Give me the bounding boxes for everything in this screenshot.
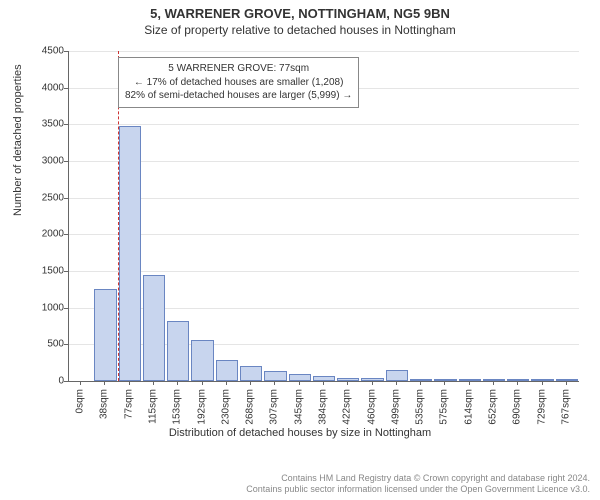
x-tick-label: 268sqm — [245, 389, 256, 425]
y-tick-mark — [64, 161, 68, 162]
annotation-line-1: 5 WARRENER GROVE: 77sqm — [125, 62, 352, 76]
x-tick-label: 384sqm — [318, 389, 329, 425]
x-tick-label: 307sqm — [269, 389, 280, 425]
footer-credits: Contains HM Land Registry data © Crown c… — [246, 473, 590, 496]
histogram-bar — [216, 360, 238, 381]
x-tick-label: 767sqm — [560, 389, 571, 425]
chart-area: Number of detached properties 5 WARRENER… — [0, 41, 600, 441]
y-tick-label: 2500 — [14, 192, 64, 203]
grid-line — [69, 51, 579, 52]
chart-subtitle: Size of property relative to detached ho… — [0, 21, 600, 41]
x-tick-mark — [444, 381, 445, 385]
x-tick-label: 652sqm — [488, 389, 499, 425]
y-tick-mark — [64, 271, 68, 272]
x-tick-mark — [177, 381, 178, 385]
x-tick-label: 230sqm — [220, 389, 231, 425]
histogram-bar — [191, 340, 213, 381]
x-tick-label: 729sqm — [536, 389, 547, 425]
histogram-bar — [289, 374, 311, 381]
x-tick-label: 115sqm — [148, 389, 159, 424]
y-tick-label: 3500 — [14, 119, 64, 130]
x-tick-mark — [250, 381, 251, 385]
x-tick-mark — [517, 381, 518, 385]
x-tick-label: 422sqm — [342, 389, 353, 425]
histogram-bar — [143, 275, 165, 381]
y-tick-mark — [64, 124, 68, 125]
x-tick-label: 460sqm — [366, 389, 377, 425]
x-tick-label: 575sqm — [439, 389, 450, 425]
annotation-line-3: 82% of semi-detached houses are larger (… — [125, 89, 352, 103]
x-tick-mark — [274, 381, 275, 385]
x-tick-mark — [153, 381, 154, 385]
annotation-box: 5 WARRENER GROVE: 77sqm ← 17% of detache… — [118, 57, 359, 108]
grid-line — [69, 161, 579, 162]
y-tick-mark — [64, 234, 68, 235]
y-tick-label: 0 — [14, 376, 64, 387]
x-tick-label: 499sqm — [390, 389, 401, 425]
y-tick-mark — [64, 344, 68, 345]
x-tick-label: 192sqm — [196, 389, 207, 425]
x-tick-mark — [469, 381, 470, 385]
histogram-bar — [94, 289, 116, 381]
y-tick-label: 1000 — [14, 302, 64, 313]
y-tick-label: 2000 — [14, 229, 64, 240]
grid-line — [69, 198, 579, 199]
footer-line-2: Contains public sector information licen… — [246, 484, 590, 496]
x-tick-mark — [493, 381, 494, 385]
y-tick-label: 4000 — [14, 82, 64, 93]
chart-title: 5, WARRENER GROVE, NOTTINGHAM, NG5 9BN — [0, 0, 600, 21]
x-axis-label: Distribution of detached houses by size … — [0, 427, 600, 439]
x-tick-label: 614sqm — [463, 389, 474, 425]
x-tick-label: 38sqm — [99, 389, 110, 419]
x-tick-mark — [542, 381, 543, 385]
x-tick-label: 77sqm — [123, 389, 134, 419]
histogram-bar — [264, 371, 286, 381]
x-tick-label: 0sqm — [75, 389, 86, 413]
y-tick-label: 4500 — [14, 46, 64, 57]
footer-line-1: Contains HM Land Registry data © Crown c… — [246, 473, 590, 485]
histogram-bar — [119, 126, 141, 381]
x-tick-mark — [226, 381, 227, 385]
x-tick-label: 345sqm — [293, 389, 304, 425]
x-tick-mark — [202, 381, 203, 385]
x-tick-mark — [372, 381, 373, 385]
histogram-bar — [240, 366, 262, 381]
y-tick-label: 1500 — [14, 266, 64, 277]
x-tick-label: 153sqm — [172, 389, 183, 425]
x-tick-mark — [299, 381, 300, 385]
x-tick-mark — [129, 381, 130, 385]
y-tick-mark — [64, 198, 68, 199]
histogram-bar — [167, 321, 189, 381]
grid-line — [69, 124, 579, 125]
y-tick-mark — [64, 381, 68, 382]
y-tick-mark — [64, 88, 68, 89]
x-tick-mark — [323, 381, 324, 385]
grid-line — [69, 234, 579, 235]
x-tick-mark — [80, 381, 81, 385]
y-tick-mark — [64, 51, 68, 52]
x-tick-mark — [347, 381, 348, 385]
x-tick-label: 535sqm — [415, 389, 426, 425]
y-tick-mark — [64, 308, 68, 309]
y-tick-label: 3000 — [14, 156, 64, 167]
x-tick-mark — [566, 381, 567, 385]
grid-line — [69, 271, 579, 272]
annotation-line-2: ← 17% of detached houses are smaller (1,… — [125, 76, 352, 90]
x-tick-mark — [104, 381, 105, 385]
y-tick-label: 500 — [14, 339, 64, 350]
chart-container: 5, WARRENER GROVE, NOTTINGHAM, NG5 9BN S… — [0, 0, 600, 500]
x-tick-label: 690sqm — [512, 389, 523, 425]
x-tick-mark — [420, 381, 421, 385]
x-tick-mark — [396, 381, 397, 385]
histogram-bar — [386, 370, 408, 381]
